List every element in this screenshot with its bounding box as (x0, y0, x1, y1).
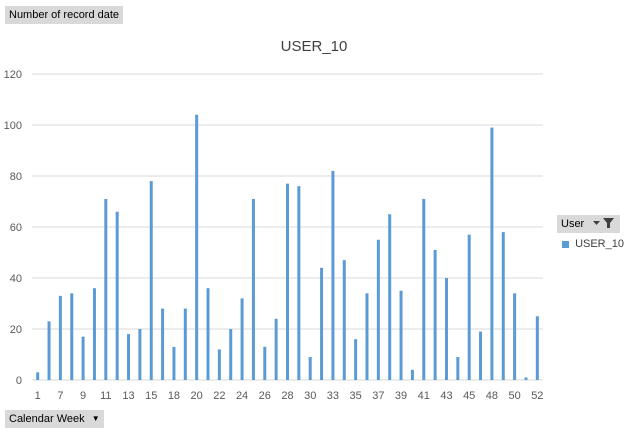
chevron-down-icon: ▼ (91, 414, 100, 424)
bar (354, 339, 358, 380)
legend-field-label: User (561, 218, 585, 230)
x-tick-label: 26 (259, 390, 271, 402)
bar (104, 198, 108, 380)
y-tick-label: 0 (16, 375, 22, 387)
bar (138, 329, 142, 380)
y-tick-label: 60 (10, 222, 22, 234)
bar (399, 290, 403, 380)
x-tick-label: 48 (486, 390, 498, 402)
bar (410, 369, 414, 380)
bar (92, 288, 96, 380)
y-tick-label: 80 (10, 171, 22, 183)
bar (467, 234, 471, 380)
bar (320, 267, 324, 380)
bar (240, 298, 244, 380)
bar (115, 211, 119, 380)
x-tick-label: 33 (327, 390, 339, 402)
x-tick-label: 18 (168, 390, 180, 402)
x-tick-label: 39 (395, 390, 407, 402)
x-tick-label: 9 (80, 390, 86, 402)
bar (308, 357, 312, 380)
x-tick-label: 45 (463, 390, 475, 402)
bar (513, 293, 517, 380)
bar (501, 232, 505, 380)
bar (490, 127, 494, 380)
chart-title: USER_10 (280, 38, 348, 55)
legend-field-button[interactable]: User (557, 215, 620, 233)
legend: USER_10 (562, 238, 624, 250)
bar (286, 183, 289, 380)
bar (365, 293, 369, 380)
bar (535, 316, 539, 380)
bar (376, 239, 380, 380)
value-field-button[interactable]: Number of record date (5, 6, 124, 24)
bar (172, 346, 176, 380)
x-tick-label: 15 (145, 390, 157, 402)
x-tick-label: 1 (35, 390, 41, 402)
value-field-label: Number of record date (9, 9, 120, 21)
bar (217, 349, 221, 380)
filter-icon[interactable] (593, 217, 617, 235)
x-tick-label: 20 (191, 390, 203, 402)
bar (206, 288, 210, 380)
x-tick-label: 24 (236, 390, 248, 402)
bar (444, 278, 448, 380)
legend-swatch (562, 240, 569, 248)
x-tick-label: 35 (350, 390, 362, 402)
x-tick-label: 22 (213, 390, 225, 402)
bar (263, 346, 267, 380)
bar (422, 198, 426, 380)
bar (58, 295, 62, 380)
bar (251, 198, 255, 380)
y-tick-label: 100 (4, 120, 22, 132)
bar (81, 336, 85, 380)
bar (70, 293, 74, 380)
y-tick-label: 40 (10, 273, 22, 285)
bar (433, 249, 437, 380)
x-tick-label: 13 (122, 390, 134, 402)
x-tick-label: 43 (440, 390, 452, 402)
axis-field-label: Calendar Week (9, 413, 85, 425)
bar (342, 260, 346, 380)
bar (297, 186, 301, 380)
axis-field-button[interactable]: Calendar Week ▼ (5, 410, 104, 428)
legend-series-label: USER_10 (575, 238, 624, 250)
bar (524, 377, 528, 380)
x-tick-label: 11 (100, 390, 111, 402)
bar (274, 318, 278, 380)
x-tick-label: 50 (508, 390, 520, 402)
x-tick-label: 52 (531, 390, 543, 402)
bar (388, 214, 392, 380)
bar (127, 334, 131, 380)
bar (229, 329, 233, 380)
bar (479, 331, 483, 380)
y-tick-label: 20 (10, 324, 22, 336)
bar (331, 170, 335, 380)
x-tick-label: 30 (304, 390, 316, 402)
x-tick-label: 28 (281, 390, 293, 402)
bar (161, 308, 165, 380)
y-tick-label: 120 (4, 69, 22, 81)
bar (149, 181, 153, 380)
bar (456, 357, 460, 380)
bar (195, 114, 199, 381)
bar (47, 321, 51, 380)
x-tick-label: 7 (57, 390, 63, 402)
x-tick-label: 37 (372, 390, 384, 402)
bar (183, 308, 187, 380)
x-tick-label: 41 (418, 390, 430, 402)
bar (36, 372, 40, 380)
